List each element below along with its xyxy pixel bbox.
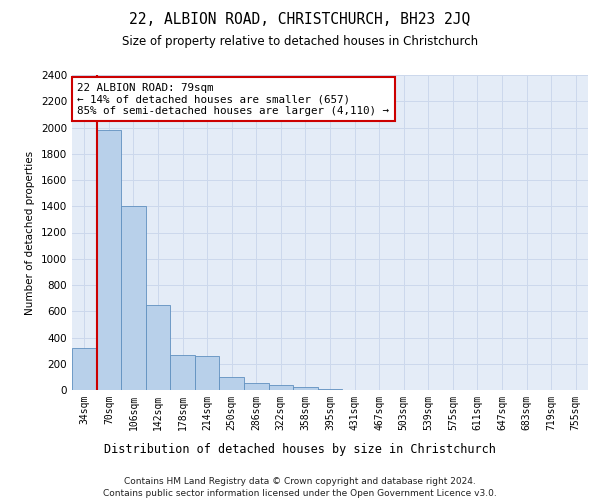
Text: Contains public sector information licensed under the Open Government Licence v3: Contains public sector information licen… (103, 489, 497, 498)
Bar (318, 388, 342, 390)
Bar (244, 384, 269, 390)
Bar (72, 348, 97, 390)
Text: Size of property relative to detached houses in Christchurch: Size of property relative to detached ho… (122, 35, 478, 48)
Bar (121, 206, 146, 390)
Bar (146, 304, 170, 390)
Bar (97, 130, 121, 390)
Bar (269, 385, 293, 390)
Text: 22, ALBION ROAD, CHRISTCHURCH, BH23 2JQ: 22, ALBION ROAD, CHRISTCHURCH, BH23 2JQ (130, 12, 470, 28)
Bar (195, 356, 220, 390)
Bar (170, 354, 195, 390)
Text: 22 ALBION ROAD: 79sqm
← 14% of detached houses are smaller (657)
85% of semi-det: 22 ALBION ROAD: 79sqm ← 14% of detached … (77, 83, 389, 116)
Bar (220, 377, 244, 390)
Bar (293, 387, 318, 390)
Text: Contains HM Land Registry data © Crown copyright and database right 2024.: Contains HM Land Registry data © Crown c… (124, 476, 476, 486)
Y-axis label: Number of detached properties: Number of detached properties (25, 150, 35, 314)
Text: Distribution of detached houses by size in Christchurch: Distribution of detached houses by size … (104, 444, 496, 456)
